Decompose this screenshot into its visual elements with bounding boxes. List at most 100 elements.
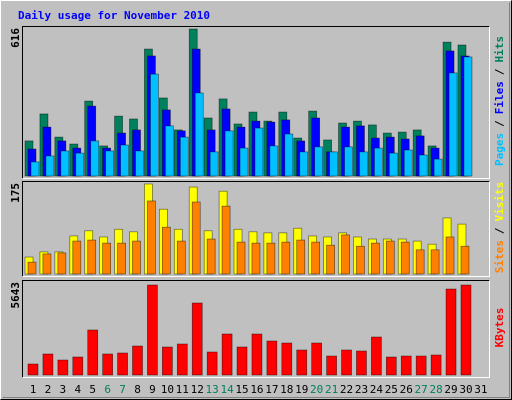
bar (266, 340, 278, 376)
bar (445, 288, 457, 376)
y-max-label: 616 (9, 28, 22, 48)
bar (311, 342, 323, 376)
x-tick-label: 7 (119, 383, 126, 396)
legend-entry: Visits (493, 182, 506, 222)
x-tick-label: 5 (89, 383, 96, 396)
bar (460, 284, 472, 376)
bar (341, 349, 352, 376)
x-tick-label: 15 (235, 383, 248, 396)
bar (206, 351, 218, 376)
x-tick-label: 13 (206, 383, 219, 396)
x-tick-label: 30 (459, 383, 472, 396)
x-tick-label: 29 (444, 383, 457, 396)
x-tick-label: 8 (134, 383, 141, 396)
bar (281, 241, 291, 275)
x-tick-label: 26 (400, 383, 413, 396)
bar (132, 345, 143, 376)
y-max-label: 175 (9, 183, 22, 203)
bar (72, 356, 84, 376)
bar (344, 146, 353, 177)
bar (314, 146, 324, 177)
bar (254, 127, 264, 177)
legend: Pages / Files / Hits (493, 36, 506, 166)
bar (45, 155, 55, 177)
bar (400, 355, 412, 376)
bar (284, 133, 294, 177)
x-tick-label: 19 (295, 383, 308, 396)
bar (75, 152, 85, 177)
bar (42, 253, 52, 275)
bar (326, 355, 337, 376)
bar (329, 151, 338, 177)
bar (72, 240, 82, 275)
bar (266, 242, 276, 275)
bar (371, 242, 380, 275)
bar (430, 354, 442, 376)
bar (224, 130, 234, 177)
x-tick-label: 9 (149, 383, 156, 396)
bar (57, 359, 69, 376)
bar (430, 249, 440, 275)
bar (281, 342, 293, 376)
legend-entry: Hits (493, 36, 506, 63)
bar (176, 343, 188, 376)
x-tick-label: 20 (310, 383, 323, 396)
bar (150, 73, 159, 177)
bar (388, 152, 398, 177)
bar (356, 245, 365, 275)
x-tick-label: 27 (415, 383, 428, 396)
bar (176, 240, 186, 275)
bar (179, 136, 189, 177)
bar (239, 147, 249, 177)
bar (135, 150, 144, 177)
bar (147, 284, 158, 376)
x-tick-label: 3 (60, 383, 67, 396)
bar (27, 261, 37, 275)
x-tick-label: 4 (74, 383, 81, 396)
bar (341, 234, 350, 275)
bar (326, 244, 335, 275)
bar (385, 240, 395, 275)
legend-separator: / (493, 68, 506, 75)
x-tick-label: 31 (474, 383, 487, 396)
bar (117, 242, 126, 275)
bar (60, 150, 70, 177)
bar (418, 154, 428, 177)
panel-border-light (22, 280, 490, 378)
bar (162, 346, 173, 376)
x-tick-label: 11 (176, 383, 189, 396)
x-tick-label: 16 (250, 383, 263, 396)
x-tick-label: 10 (161, 383, 174, 396)
bar (433, 158, 443, 177)
x-tick-label: 17 (265, 383, 278, 396)
bar (162, 226, 171, 275)
bar (311, 241, 321, 275)
bar (87, 329, 99, 376)
panel-border-dark (22, 181, 490, 277)
bar (236, 241, 246, 275)
bar (206, 238, 216, 275)
bar (57, 252, 67, 275)
bar (400, 241, 410, 275)
bar (221, 205, 231, 275)
bar (356, 350, 367, 376)
x-tick-label: 22 (340, 383, 353, 396)
bar (105, 150, 115, 177)
bar (296, 349, 308, 376)
y-max-label: 5643 (9, 282, 22, 309)
bar (102, 353, 114, 376)
bar (42, 353, 54, 376)
bar (445, 236, 455, 275)
x-tick-label: 28 (429, 383, 442, 396)
legend: Sites / Visits (493, 182, 506, 274)
x-tick-label: 21 (325, 383, 338, 396)
bar (371, 336, 382, 376)
bar (147, 200, 156, 275)
bar (460, 245, 470, 275)
legend-entry: Pages (493, 133, 506, 166)
bar (221, 333, 233, 376)
x-tick-label: 2 (45, 383, 52, 396)
bar (165, 125, 174, 177)
